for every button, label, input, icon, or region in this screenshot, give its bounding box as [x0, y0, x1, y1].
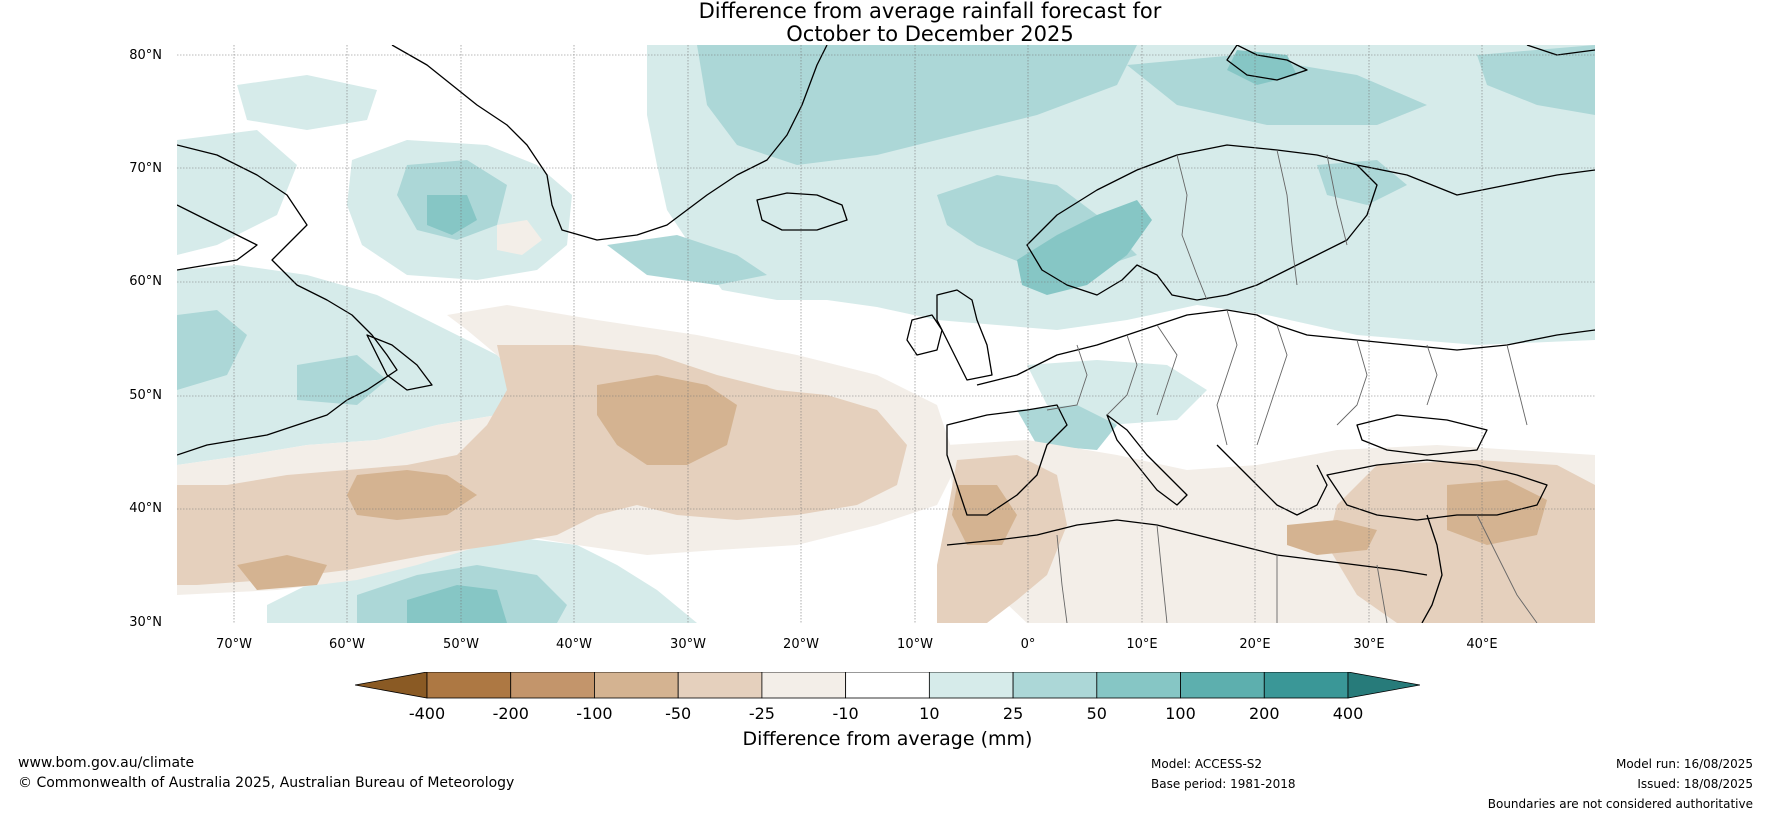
lat-label-40n: 40°N: [129, 501, 162, 516]
europe-mainland-coastline: [976, 309, 1595, 386]
colorbar-tick-label: -50: [665, 704, 692, 723]
colorbar-tick-label: 400: [1332, 704, 1364, 723]
map-title-line1: Difference from average rainfall forecas…: [698, 0, 1162, 23]
coastlines: [177, 45, 1595, 623]
colorbar-tick-label: -100: [576, 704, 613, 723]
colorbar-swatch: [1012, 672, 1098, 699]
colorbar-swatch: [426, 672, 512, 699]
lon-label-20w: 20°W: [783, 637, 819, 652]
balkans-greece-coastline: [1216, 444, 1328, 516]
footer-base-period: Base period: 1981-2018: [1151, 777, 1296, 791]
svalbard-coastline: [1226, 45, 1308, 81]
colorbar-swatch: [761, 672, 847, 699]
map-title-line2: October to December 2025: [786, 22, 1074, 46]
italy-coastline: [1106, 414, 1188, 506]
lon-label-10w: 10°W: [897, 637, 933, 652]
north-africa-coastline: [946, 519, 1428, 576]
lat-label-80n: 80°N: [129, 48, 162, 63]
lon-label-20e: 20°E: [1239, 637, 1271, 652]
ireland-coastline: [906, 314, 943, 356]
colorbar-swatch: [1263, 672, 1349, 699]
colorbar-tick-label: 50: [1086, 704, 1107, 723]
rainfall-anomaly-map: [177, 45, 1595, 623]
colorbar-tick-label: -400: [408, 704, 446, 723]
lon-label-30w: 30°W: [670, 637, 706, 652]
baffin-labrador-coastline: [177, 144, 398, 456]
colorbar-label: Difference from average (mm): [742, 728, 1033, 750]
colorbar-swatch: [1096, 672, 1181, 699]
levant-coastline: [1421, 514, 1443, 623]
british-isles-coastline: [936, 289, 993, 381]
footer-model-run: Model run: 16/08/2025: [1615, 757, 1753, 771]
colorbar-swatch: [677, 672, 763, 699]
colorbar: [355, 672, 1420, 699]
footer-issued: Issued: 18/08/2025: [1637, 777, 1753, 791]
lon-label-10e: 10°E: [1126, 637, 1158, 652]
lon-label-60w: 60°W: [329, 637, 365, 652]
lat-label-50n: 50°N: [129, 388, 162, 403]
lat-label-70n: 70°N: [129, 161, 162, 176]
lat-label-60n: 60°N: [129, 274, 162, 289]
lat-label-30n: 30°N: [129, 615, 162, 630]
colorbar-tick-label: -10: [832, 704, 859, 723]
iceland-coastline: [756, 192, 848, 231]
colorbar-extension-low: [355, 672, 428, 699]
black-sea-coastline: [1356, 414, 1488, 456]
colorbar-swatch: [928, 672, 1014, 699]
greenland-coastline: [391, 45, 828, 241]
colorbar-swatch: [510, 672, 595, 699]
country-borders: [1046, 149, 1538, 623]
lon-label-70w: 70°W: [216, 637, 252, 652]
footer-copyright: © Commonwealth of Australia 2025, Austra…: [18, 775, 515, 791]
lon-label-0: 0°: [1020, 637, 1036, 652]
hudson-bay-coastline: [177, 204, 258, 271]
colorbar-tick-label: 10: [919, 704, 940, 723]
colorbar-swatch: [594, 672, 679, 699]
colorbar-tick-label: -200: [492, 704, 529, 723]
lon-label-50w: 50°W: [443, 637, 479, 652]
colorbar-tick-label: 100: [1165, 704, 1196, 723]
colorbar-tick-label: -25: [748, 704, 775, 723]
lon-label-40w: 40°W: [556, 637, 592, 652]
footer-model: Model: ACCESS-S2: [1151, 757, 1263, 771]
dry-anomaly-field-strong: [237, 375, 1547, 590]
turkey-coastline: [1326, 459, 1548, 521]
newfoundland-coastline: [366, 334, 433, 391]
colorbar-swatch: [845, 672, 930, 699]
lon-label-30e: 30°E: [1353, 637, 1385, 652]
footer-website: www.bom.gov.au/climate: [18, 755, 195, 771]
colorbar-tick-label: 200: [1248, 704, 1280, 723]
colorbar-tick-label: 25: [1002, 704, 1024, 723]
colorbar-extension-high: [1347, 672, 1420, 699]
colorbar-swatch: [1180, 672, 1265, 699]
iberia-coastline: [946, 404, 1068, 516]
lon-label-40e: 40°E: [1466, 637, 1498, 652]
graticule: [177, 45, 1595, 623]
footer-disclaimer: Boundaries are not considered authoritat…: [1487, 797, 1753, 811]
